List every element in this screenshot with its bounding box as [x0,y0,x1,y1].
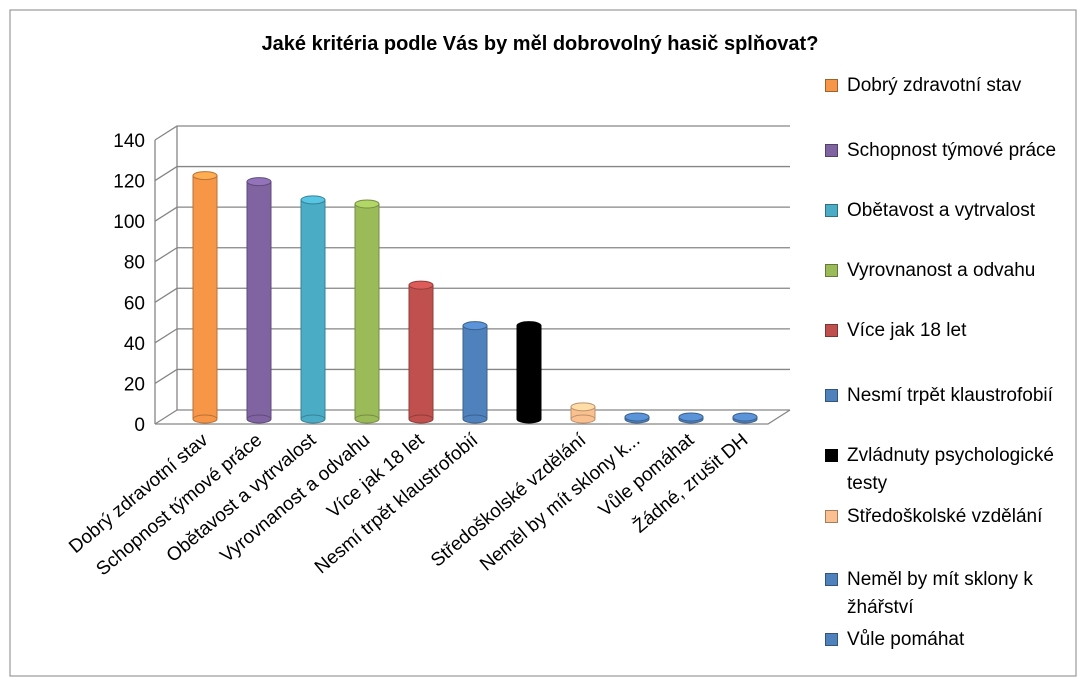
legend-swatch [825,573,838,586]
y-tick-label: 20 [124,374,145,395]
legend-swatch [825,449,838,462]
y-tick-label: 120 [113,172,145,193]
bar [354,203,380,420]
legend-label: Schopnost týmové práce [847,140,1057,161]
legend-swatch [825,144,838,157]
floor [155,409,791,425]
bar-base [354,414,380,424]
bar [246,181,272,420]
legend-label: Více jak 18 let [847,320,967,341]
legend-swatch [825,510,838,523]
legend-label: Nesmí trpět klaustrofobií [847,385,1053,406]
bar-base [300,414,326,424]
bar-top [192,171,218,181]
bar-top [732,412,758,422]
legend-label: Vůle pomáhat [847,629,965,650]
legend-swatch [825,633,838,646]
y-tick-label: 40 [124,334,145,355]
bar-base [246,414,272,424]
bar-top [354,199,380,209]
legend-label: Zvládnuty psychologické testy [847,445,1054,494]
chart-title: Jaké kritéria podle Vás by měl dobrovoln… [262,33,819,55]
legend-label: Středoškolské vzdělání [847,506,1043,527]
legend-entry: Obětavost a vytrvalost [825,197,1065,225]
bar-top [678,412,704,422]
legend-label: Vyrovnanost a odvahu [847,260,1036,281]
bar-top [516,321,542,331]
y-tick-label: 100 [113,212,145,233]
chart-frame [9,9,1077,677]
legend-entry: Více jak 18 let [825,317,1065,345]
legend-entry: Nesmí trpět klaustrofobií [825,382,1065,410]
y-tick-label: 0 [134,415,145,436]
bar-base [192,414,218,424]
legend-entry: Vyrovnanost a odvahu [825,257,1065,285]
legend-entry: Neměl by mít sklony k žhářství [825,566,1065,622]
bar [408,284,434,420]
legend-swatch [825,264,838,277]
y-tick-label: 60 [124,293,145,314]
legend-entry: Zvládnuty psychologické testy [825,442,1065,498]
legend-label: Neměl by mít sklony k žhářství [847,569,1033,618]
bar-top [246,177,272,187]
bar-base [570,414,596,424]
bar [300,199,326,420]
y-tick-label: 140 [113,131,145,152]
bar-top [300,195,326,205]
bar-base [516,414,542,424]
legend-swatch [825,389,838,402]
legend-label: Obětavost a vytrvalost [847,200,1035,221]
bar-top [624,412,650,422]
bar-base [462,414,488,424]
bar [462,325,488,420]
legend-entry: Dobrý zdravotní stav [825,72,1065,100]
y-tick-label: 80 [124,253,145,274]
bar-base [408,414,434,424]
legend-swatch [825,324,838,337]
bar [192,175,218,420]
legend-entry: Středoškolské vzdělání [825,503,1065,531]
legend-entry: Schopnost týmové práce [825,137,1065,165]
bar-top [570,402,596,412]
legend-swatch [825,204,838,217]
bar [516,325,542,420]
legend-swatch [825,79,838,92]
bar-top [408,280,434,290]
bar-top [462,321,488,331]
legend-entry: Vůle pomáhat [825,626,1065,654]
legend-label: Dobrý zdravotní stav [847,75,1022,96]
